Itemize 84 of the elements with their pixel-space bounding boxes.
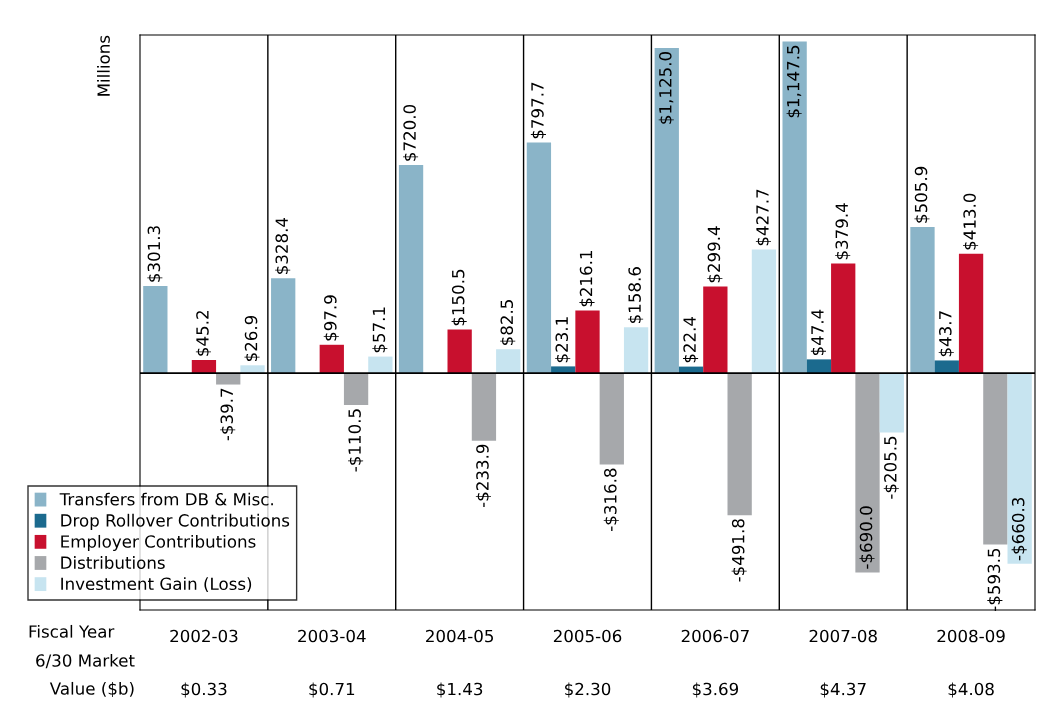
data-label: -$593.5 [987, 548, 1003, 611]
x-tick-label: 2007-08 [809, 629, 877, 643]
text: $0.33 [181, 682, 227, 698]
data-label: $82.5 [500, 300, 516, 345]
bar [934, 360, 959, 374]
bar [447, 329, 472, 374]
y-axis-title: Millions [97, 35, 110, 96]
bar [271, 278, 296, 374]
data-label: $299.4 [707, 226, 723, 283]
bar [240, 365, 265, 374]
x-axis-title: Fiscal Year [29, 624, 115, 638]
data-label: -$491.8 [731, 519, 747, 582]
data-label: $43.7 [938, 311, 954, 357]
bar [703, 286, 728, 374]
legend-label: Transfers from DB & Misc. [59, 492, 273, 506]
text: $4.08 [948, 682, 994, 698]
data-label: $22.4 [683, 316, 699, 363]
data-label: $1,147.5 [786, 45, 802, 118]
legend-label: Distributions [61, 556, 165, 569]
bar [782, 41, 807, 374]
bar [526, 142, 552, 374]
text: $1.43 [437, 682, 483, 698]
bar [191, 360, 217, 374]
bar [983, 373, 1008, 545]
bar [1007, 373, 1032, 564]
data-label: $413.0 [963, 193, 979, 250]
data-label: $328.4 [275, 217, 291, 274]
bar [654, 48, 679, 374]
x-tick-label: 2003-04 [298, 629, 366, 643]
bar [599, 373, 624, 465]
data-label: $216.1 [579, 250, 595, 307]
data-label: $505.9 [914, 166, 930, 223]
data-label: $97.9 [323, 295, 339, 341]
data-label: -$233.9 [475, 444, 491, 508]
x-tick-label: 2006-07 [681, 629, 749, 643]
data-label: $23.1 [555, 317, 571, 363]
text: $3.69 [692, 682, 739, 698]
legend-label: Drop Rollover Contributions [61, 513, 290, 530]
text: $2.30 [565, 682, 611, 698]
data-label: $797.7 [530, 82, 546, 139]
bar [831, 263, 856, 374]
data-label: -$39.7 [220, 388, 236, 441]
data-label: $427.7 [755, 189, 771, 246]
bar [398, 165, 424, 374]
bar [623, 327, 649, 374]
x-tick-label: 2002-03 [170, 629, 238, 643]
bar [910, 226, 935, 374]
bar [343, 373, 369, 405]
legend-label: Employer Contributions [61, 534, 256, 552]
bar [958, 253, 984, 374]
data-label: -$316.8 [603, 468, 619, 531]
bar [879, 373, 904, 433]
data-label: -$110.5 [348, 409, 364, 472]
bar [575, 310, 600, 374]
data-label: $26.9 [244, 315, 260, 362]
x-tick-label: 2005-06 [553, 629, 622, 643]
bar [806, 359, 832, 374]
bar [216, 373, 241, 385]
data-label: $379.4 [835, 203, 851, 260]
data-label: $47.4 [810, 309, 826, 356]
bar [496, 349, 521, 374]
data-label: $45.2 [195, 311, 211, 356]
data-label: $158.6 [628, 267, 644, 323]
text: 6/30 Market Value ($b) [36, 653, 135, 698]
data-label: $720.0 [402, 104, 419, 161]
text: $4.37 [820, 682, 866, 698]
x-tick-label: 2004-05 [426, 629, 494, 643]
data-label: $301.3 [147, 226, 163, 282]
data-label: $57.1 [372, 307, 388, 353]
bar [855, 373, 880, 573]
data-label: -$205.5 [883, 436, 899, 499]
bar [319, 344, 344, 374]
bar [143, 286, 168, 374]
legend-label: Investment Gain (Loss) [61, 577, 252, 593]
bar [751, 249, 777, 374]
bar [471, 373, 497, 441]
text: $0.71 [309, 682, 355, 698]
data-label: -$660.3 [1011, 497, 1027, 561]
data-label: $150.5 [451, 269, 467, 326]
data-label: -$690.0 [859, 506, 875, 569]
x-tick-label: 2008-09 [937, 629, 1005, 643]
bar [368, 356, 393, 374]
bar [727, 373, 752, 516]
data-label: $1,125.0 [658, 51, 674, 124]
